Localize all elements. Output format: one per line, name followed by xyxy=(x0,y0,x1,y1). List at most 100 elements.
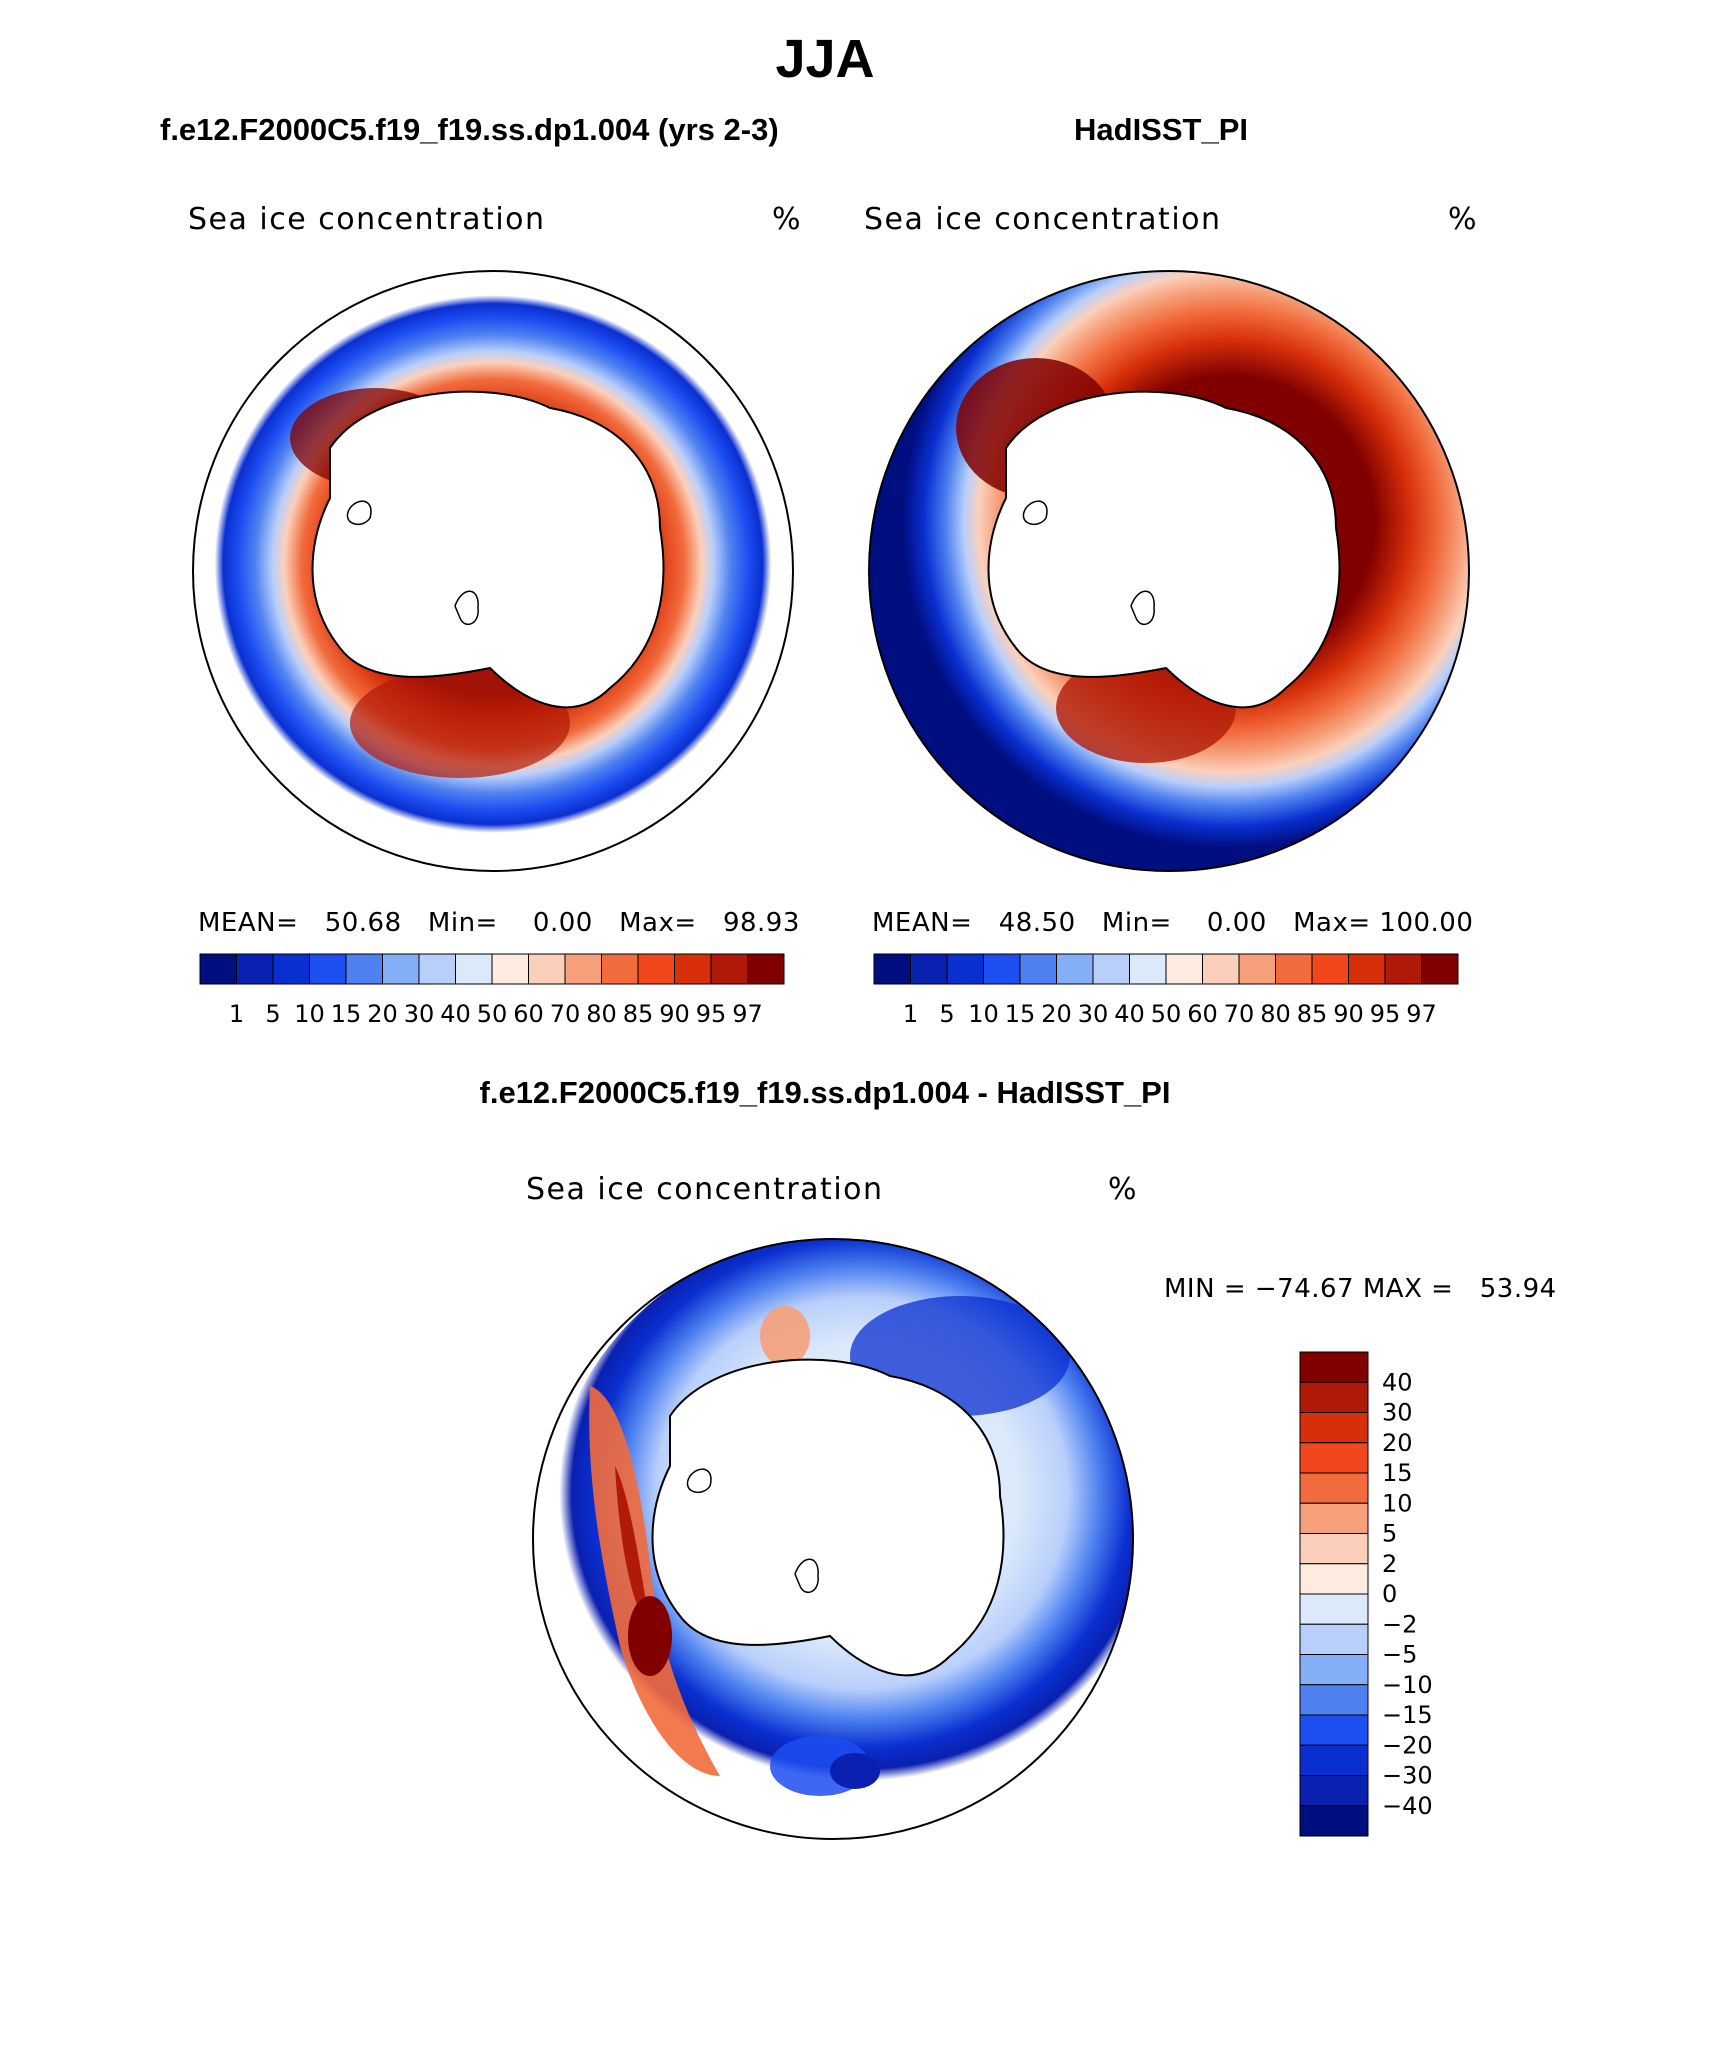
difference-colorbar-label: 0 xyxy=(1382,1580,1397,1608)
panel-1-colorbar-swatch xyxy=(601,953,639,985)
difference-colorbar-swatch xyxy=(1299,1533,1369,1565)
panel-1-colorbar-swatch xyxy=(309,953,347,985)
difference-colorbar-label: 10 xyxy=(1382,1489,1413,1517)
panel-1-colorbar-swatch xyxy=(674,953,712,985)
panel-1-mean-value: 50.68 xyxy=(324,908,402,938)
difference-colorbar-label: −40 xyxy=(1382,1792,1433,1820)
difference-unit-label: % xyxy=(1108,1172,1137,1207)
panel-2-mean-label: MEAN= xyxy=(872,908,973,938)
difference-min-label: MIN = xyxy=(1164,1274,1247,1304)
panel-1-max-value: 98.93 xyxy=(722,908,800,938)
difference-colorbar-swatch xyxy=(1299,1684,1369,1716)
panel-2-colorbar-label: 30 xyxy=(1078,1000,1109,1028)
panel-2-colorbar-swatch xyxy=(1275,953,1313,985)
difference-colorbar-swatch xyxy=(1299,1593,1369,1625)
panel-1-colorbar-swatch xyxy=(710,953,748,985)
panel-2-min-value: 0.00 xyxy=(1206,908,1267,938)
panel-1-colorbar-label: 85 xyxy=(623,1000,654,1028)
panel-2-colorbar-label: 95 xyxy=(1370,1000,1401,1028)
difference-colorbar-swatch xyxy=(1299,1442,1369,1474)
panel-2-max-label: Max= xyxy=(1293,908,1371,938)
panel-2-antarctica-land xyxy=(987,390,1341,709)
panel-1-colorbar-swatch xyxy=(236,953,274,985)
panel-2-colorbar-swatch xyxy=(910,953,948,985)
panel-1-title: f.e12.F2000C5.f19_f19.ss.dp1.004 (yrs 2-… xyxy=(160,112,779,147)
difference-colorbar-label: 30 xyxy=(1382,1399,1413,1427)
panel-2-colorbar-swatch xyxy=(873,953,911,985)
panel-1-colorbar-label: 60 xyxy=(513,1000,544,1028)
panel-2-colorbar-swatch xyxy=(983,953,1021,985)
panel-2-colorbar-swatch xyxy=(1165,953,1203,985)
difference-colorbar-label: 15 xyxy=(1382,1459,1413,1487)
panel-1-colorbar-swatch xyxy=(199,953,237,985)
panel-2-colorbar-label: 97 xyxy=(1406,1000,1437,1028)
difference-colorbar-swatch xyxy=(1299,1654,1369,1686)
panel-1-antarctica-land xyxy=(311,390,665,709)
panel-2-variable-label: Sea ice concentration xyxy=(864,202,1222,237)
panel-1-max-label: Max= xyxy=(619,908,697,938)
panel-2-stats: MEAN= 48.50 Min= 0.00 Max= 100.00 xyxy=(872,908,1473,938)
panel-1-colorbar-swatch xyxy=(418,953,456,985)
panel-2-colorbar-swatch xyxy=(946,953,984,985)
panel-2-colorbar-swatch xyxy=(1202,953,1240,985)
panel-2-map-boundary xyxy=(868,270,1470,872)
panel-1-variable-label: Sea ice concentration xyxy=(188,202,546,237)
panel-1-min-label: Min= xyxy=(427,908,498,938)
panel-1-colorbar-label: 70 xyxy=(550,1000,581,1028)
panel-1-colorbar-label: 1 xyxy=(229,1000,244,1028)
panel-2-colorbar-swatch xyxy=(1311,953,1349,985)
panel-2-colorbar-swatch xyxy=(1019,953,1057,985)
difference-colorbar-label: 20 xyxy=(1382,1429,1413,1457)
difference-colorbar-label: −15 xyxy=(1382,1701,1433,1729)
panel-2-colorbar-swatch xyxy=(1238,953,1276,985)
panel-2-colorbar-swatch xyxy=(1348,953,1386,985)
panel-1-colorbar-swatch xyxy=(382,953,420,985)
difference-title: f.e12.F2000C5.f19_f19.ss.dp1.004 - HadIS… xyxy=(479,1075,1171,1110)
panel-1-polar-map xyxy=(192,270,794,872)
difference-colorbar-label: 2 xyxy=(1382,1550,1397,1578)
panel-1-colorbar-swatch xyxy=(564,953,602,985)
panel-1-colorbar: 1 5 10 15 20 30 40 50 60 70 80 85 90 95 97 xyxy=(199,953,785,1028)
difference-colorbar-swatch xyxy=(1299,1381,1369,1413)
panel-1-colorbar-label: 97 xyxy=(732,1000,763,1028)
difference-antarctica-land xyxy=(651,1358,1005,1677)
difference-colorbar-label: −2 xyxy=(1382,1610,1417,1638)
panel-1-mean-label: MEAN= xyxy=(198,908,299,938)
panel-2-unit-label: % xyxy=(1448,202,1477,237)
panel-2-colorbar-label: 10 xyxy=(968,1000,999,1028)
panel-2-colorbar: 1 5 10 15 20 30 40 50 60 70 80 85 90 95 97 xyxy=(873,953,1459,1028)
panel-2-colorbar-label: 50 xyxy=(1151,1000,1182,1028)
panel-1-colorbar-swatch xyxy=(491,953,529,985)
panel-1-colorbar-label: 90 xyxy=(659,1000,690,1028)
difference-map-boundary xyxy=(532,1238,1134,1840)
panel-1-min-value: 0.00 xyxy=(532,908,593,938)
difference-colorbar-swatch xyxy=(1299,1412,1369,1444)
panel-1-colorbar-swatch xyxy=(272,953,310,985)
panel-1-map-boundary xyxy=(192,270,794,872)
panel-2-colorbar-swatch xyxy=(1384,953,1422,985)
difference-colorbar-swatch xyxy=(1299,1472,1369,1504)
difference-positive-region xyxy=(589,1386,720,1776)
difference-colorbar-label: −20 xyxy=(1382,1731,1433,1759)
panel-2-colorbar-label: 40 xyxy=(1114,1000,1145,1028)
panel-2-mean-value: 48.50 xyxy=(998,908,1076,938)
panel-2-colorbar-label: 20 xyxy=(1041,1000,1072,1028)
panel-2-title: HadISST_PI xyxy=(1074,112,1248,147)
panel-2-colorbar-label: 80 xyxy=(1260,1000,1291,1028)
panel-1-colorbar-swatch xyxy=(455,953,493,985)
panel-2-colorbar-label: 70 xyxy=(1224,1000,1255,1028)
panel-1-colorbar-label: 10 xyxy=(294,1000,325,1028)
panel-1-colorbar-label: 30 xyxy=(404,1000,435,1028)
difference-colorbar-swatch xyxy=(1299,1502,1369,1534)
difference-variable-label: Sea ice concentration xyxy=(526,1172,884,1207)
panel-2-colorbar-label: 5 xyxy=(939,1000,954,1028)
difference-colorbar-swatch xyxy=(1299,1563,1369,1595)
panel-2-colorbar-label: 15 xyxy=(1005,1000,1036,1028)
difference-colorbar-swatch xyxy=(1299,1351,1369,1383)
panel-1-colorbar-label: 5 xyxy=(265,1000,280,1028)
panel-2-colorbar-label: 85 xyxy=(1297,1000,1328,1028)
difference-colorbar-swatch xyxy=(1299,1744,1369,1776)
difference-max-value: 53.94 xyxy=(1479,1274,1557,1304)
panel-2-colorbar-swatch xyxy=(1056,953,1094,985)
